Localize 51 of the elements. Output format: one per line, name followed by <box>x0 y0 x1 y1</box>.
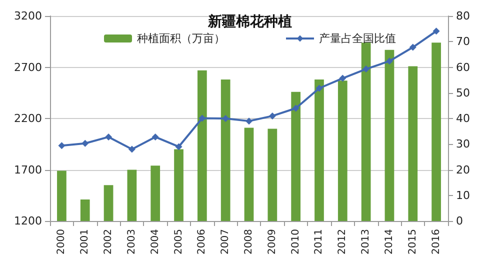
y-tick-label: 3200 <box>14 10 42 22</box>
point <box>175 143 182 150</box>
x-tick-label: 2004 <box>150 229 161 254</box>
chart-title: 新疆棉花种植 <box>207 13 292 30</box>
point <box>152 133 159 140</box>
x-tick-label: 2013 <box>360 229 372 254</box>
x-tick-label: 2012 <box>337 229 348 254</box>
y2-tick-label: 40 <box>456 112 470 125</box>
y2-tick-label: 0 <box>456 214 463 228</box>
point <box>339 74 346 82</box>
point <box>128 146 136 153</box>
x-tick-label: 2010 <box>290 229 302 254</box>
point <box>268 112 276 120</box>
y2-tick-label: 50 <box>456 86 470 100</box>
x-tick-label: 2002 <box>103 229 114 254</box>
x-tick-label: 2011 <box>314 229 325 254</box>
point <box>82 140 89 147</box>
x-tick-label: 2005 <box>173 229 184 254</box>
x-tick-label: 2006 <box>196 229 208 254</box>
x-tick-label: 2007 <box>220 229 232 254</box>
point <box>316 84 323 92</box>
y-tick-label: 2700 <box>14 60 42 74</box>
point <box>222 115 230 122</box>
point <box>246 118 252 125</box>
y2-tick-label: 20 <box>456 163 470 176</box>
point <box>292 104 300 112</box>
y2-tick-label: 80 <box>456 10 470 22</box>
x-tick-label: 2003 <box>126 229 138 254</box>
point <box>105 133 112 140</box>
x-tick-label: 2014 <box>384 229 395 254</box>
x-tick-label: 2008 <box>244 229 254 254</box>
legend-label: 产量占全国比值 <box>319 32 396 45</box>
y-tick-label: 1200 <box>14 214 42 228</box>
point <box>362 66 370 73</box>
point <box>409 44 416 51</box>
y2-tick-label: 70 <box>456 35 470 48</box>
y2-tick-label: 30 <box>456 138 470 151</box>
legend-label: 种植面积（万亩） <box>137 32 225 45</box>
x-tick-label: 2015 <box>407 229 418 254</box>
x-tick-label: 2009 <box>266 229 278 254</box>
y2-tick-label: 60 <box>456 60 470 74</box>
point <box>432 28 440 35</box>
point <box>198 114 206 122</box>
y-tick-label: 2200 <box>14 112 42 125</box>
x-tick-label: 2000 <box>56 229 68 254</box>
point <box>58 142 66 150</box>
x-tick-label: 2001 <box>80 229 91 254</box>
y-tick-label: 1700 <box>14 163 42 176</box>
point <box>386 58 393 65</box>
x-tick-label: 2016 <box>430 229 442 254</box>
y2-tick-label: 10 <box>456 188 470 202</box>
